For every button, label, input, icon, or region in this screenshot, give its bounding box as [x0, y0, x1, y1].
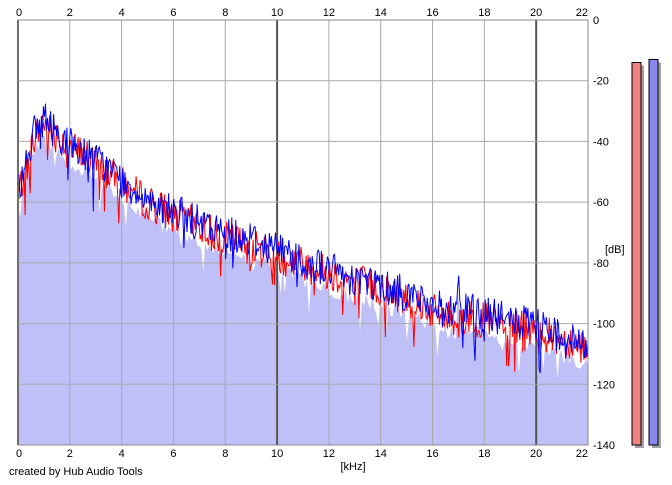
- y-tick-label: -60: [593, 197, 609, 209]
- plot-border: [17, 19, 589, 446]
- y-tick-label: -80: [593, 258, 609, 270]
- x-tick-label-top: 6: [170, 7, 176, 19]
- x-tick-label-bottom: 10: [271, 448, 283, 460]
- x-tick-label-top: 20: [530, 7, 542, 19]
- x-tick-label-top: 22: [576, 7, 588, 19]
- x-tick-label-top: 4: [119, 7, 125, 19]
- level-meters: [631, 58, 661, 448]
- y-tick-label: -40: [593, 136, 609, 148]
- x-tick-label-bottom: 18: [478, 448, 490, 460]
- y-axis-label: [dB]: [605, 244, 625, 256]
- y-tick-label: -140: [593, 440, 615, 452]
- x-tick-label-bottom: 20: [530, 448, 542, 460]
- spectrum-fill-area: [18, 135, 588, 445]
- x-tick-label-top: 12: [323, 7, 335, 19]
- x-tick-label-bottom: 0: [16, 448, 22, 460]
- axes: 00224466881010121214141616181820202222[k…: [16, 7, 625, 473]
- x-tick-label-bottom: 8: [222, 448, 228, 460]
- footer-credit: created by Hub Audio Tools: [9, 466, 143, 478]
- x-tick-label-top: 0: [16, 7, 22, 19]
- y-tick-label: -100: [593, 319, 615, 331]
- level-meter-1: [631, 62, 642, 446]
- x-tick-label-bottom: 4: [119, 448, 125, 460]
- x-tick-label-top: 2: [67, 7, 73, 19]
- x-tick-label-top: 16: [426, 7, 438, 19]
- x-tick-label-bottom: 22: [576, 448, 588, 460]
- x-tick-label-top: 10: [271, 7, 283, 19]
- series-line-2: [18, 103, 588, 374]
- x-tick-label-bottom: 12: [323, 448, 335, 460]
- x-tick-label-bottom: 6: [170, 448, 176, 460]
- level-meter-2: [648, 58, 659, 446]
- x-tick-label-bottom: 16: [426, 448, 438, 460]
- x-tick-label-bottom: 2: [67, 448, 73, 460]
- spectrum-fill: [18, 135, 588, 445]
- y-tick-label: -120: [593, 379, 615, 391]
- x-tick-label-top: 14: [375, 7, 387, 19]
- x-axis-label: [kHz]: [340, 461, 365, 473]
- series-layer: [18, 103, 588, 374]
- x-tick-label-top: 18: [478, 7, 490, 19]
- y-tick-label: -20: [593, 76, 609, 88]
- y-tick-label: 0: [593, 15, 599, 27]
- x-tick-label-bottom: 14: [375, 448, 387, 460]
- x-tick-label-top: 8: [222, 7, 228, 19]
